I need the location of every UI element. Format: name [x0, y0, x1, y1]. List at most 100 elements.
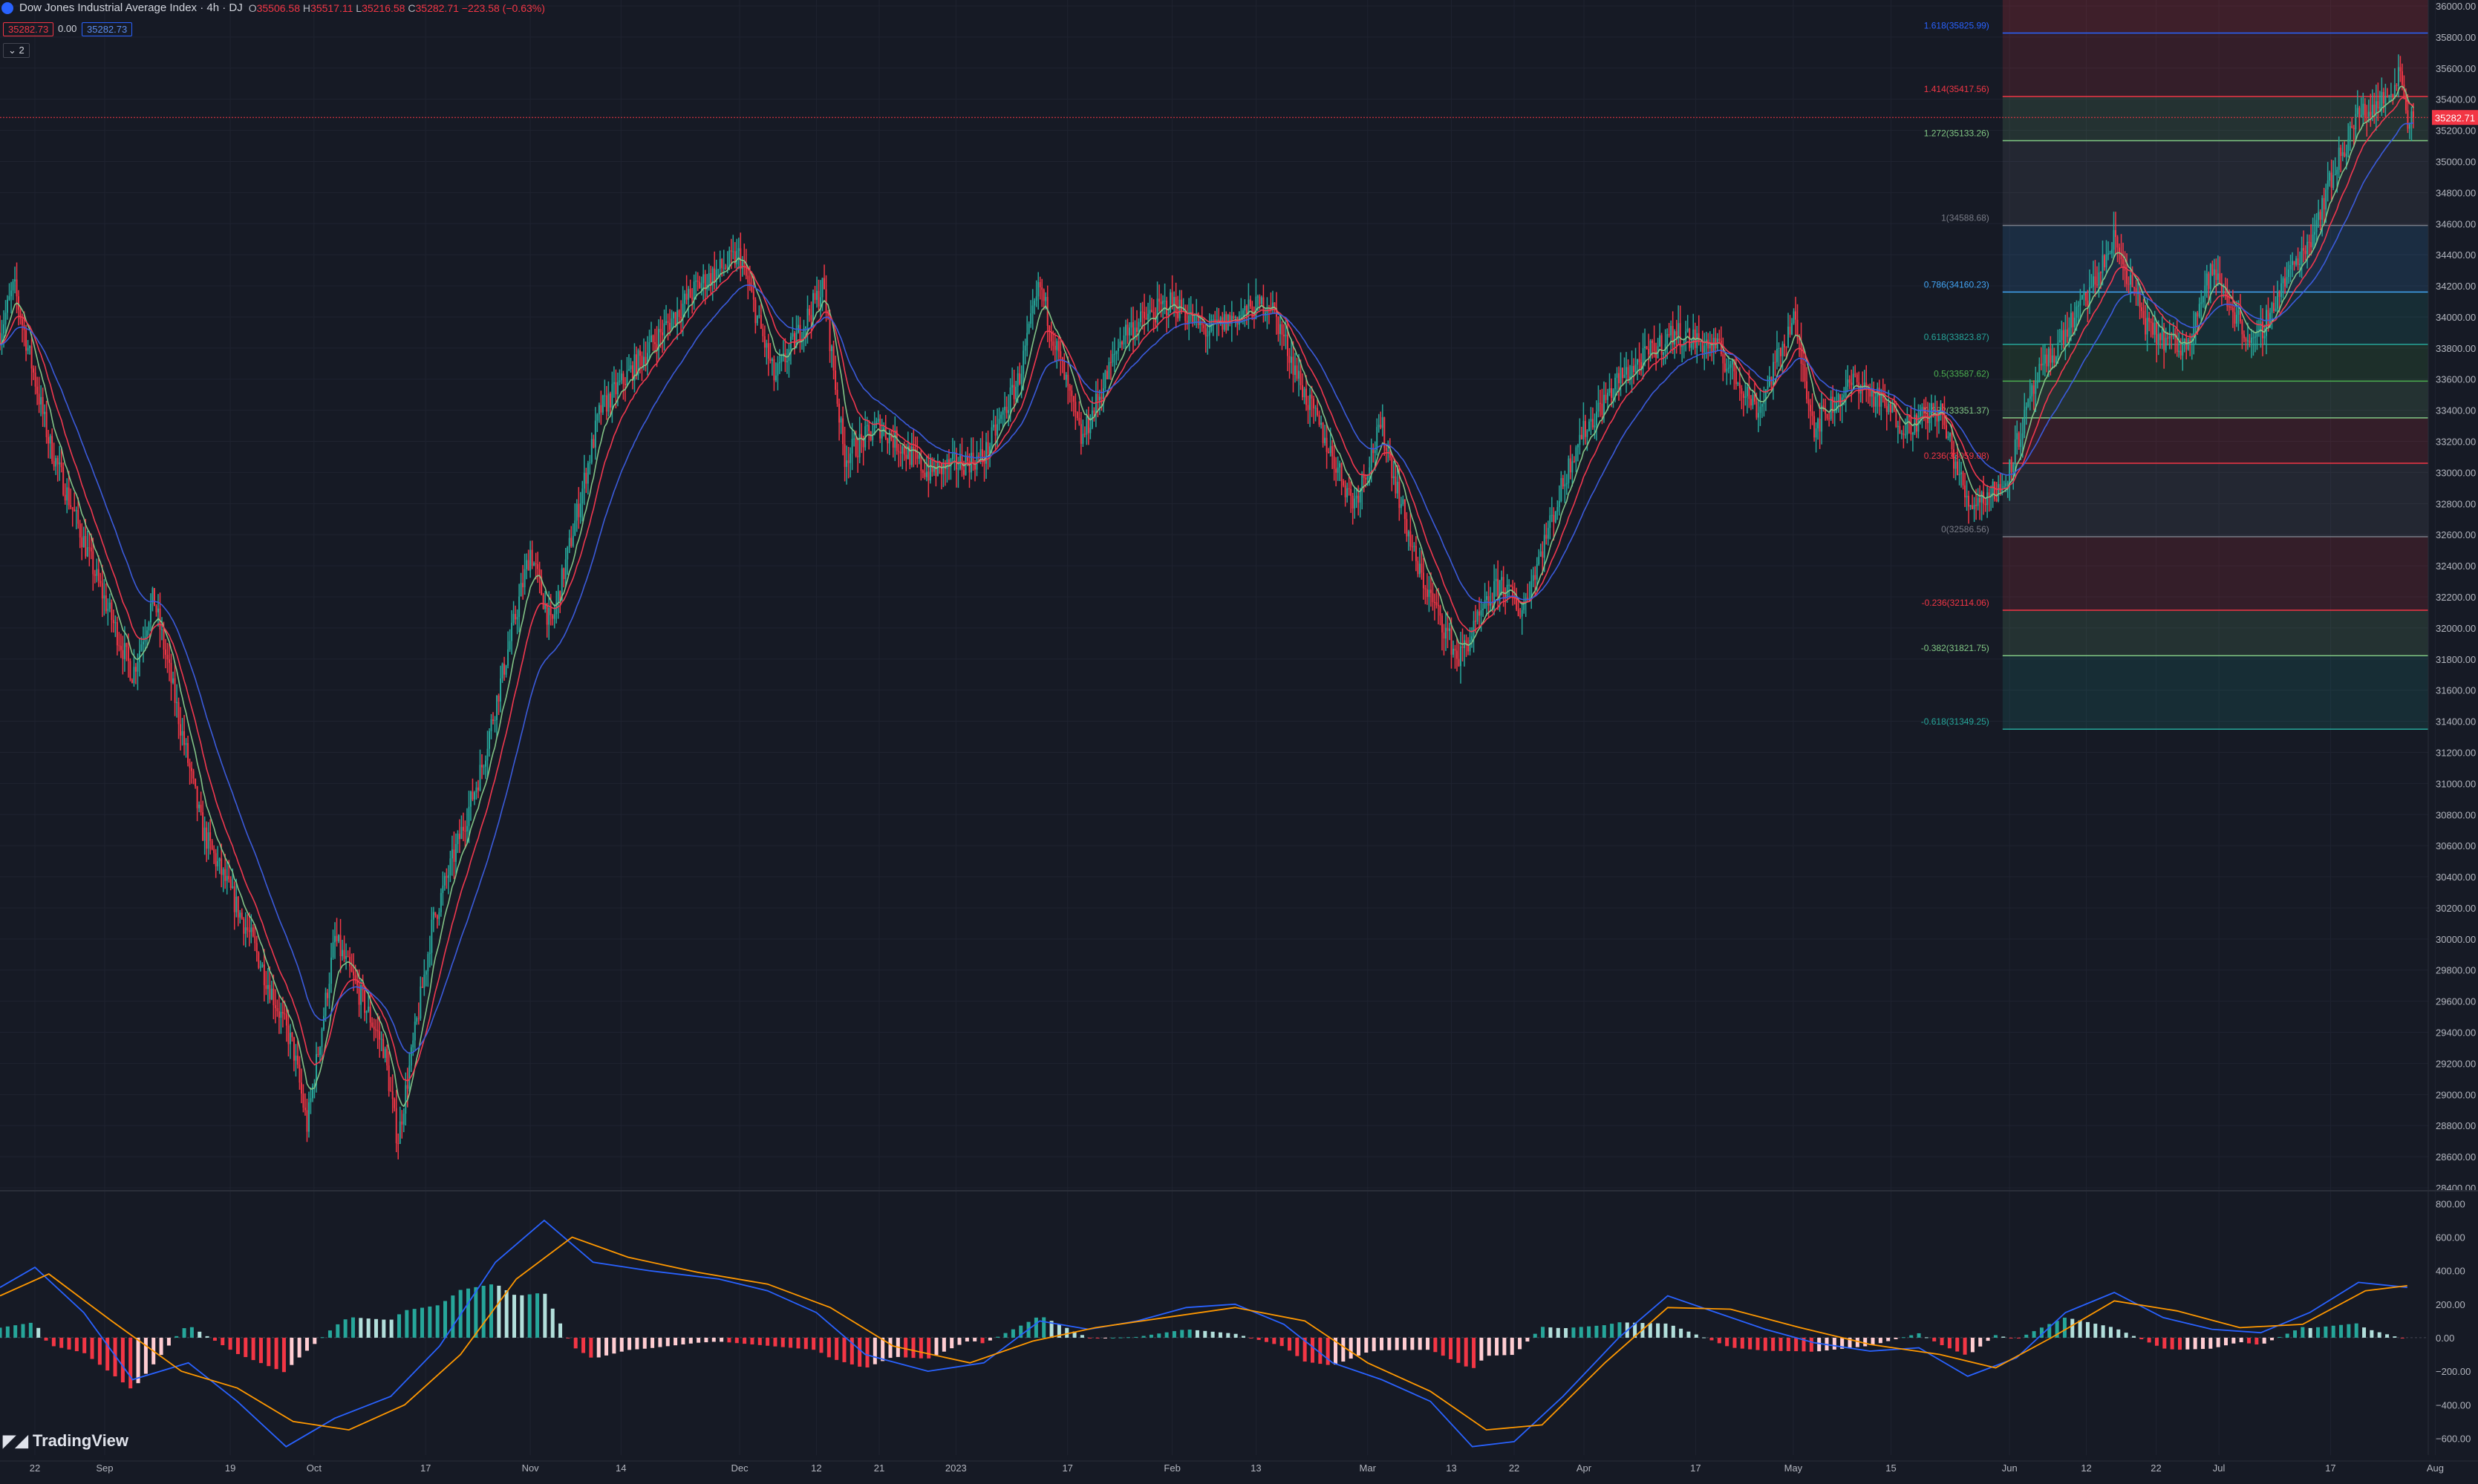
candle-body — [607, 393, 610, 412]
candle-body — [1458, 658, 1460, 667]
candle-body — [1851, 382, 1853, 385]
candle-body — [1640, 362, 1643, 370]
candle-body — [27, 347, 29, 351]
candle-body — [1112, 353, 1114, 363]
candle-body — [313, 1085, 316, 1087]
candle-body — [1634, 365, 1637, 373]
candle-body — [1201, 321, 1203, 325]
candle-body — [1244, 306, 1246, 311]
candle-body — [1229, 315, 1231, 324]
candle-body — [637, 350, 639, 376]
candle-body — [195, 778, 197, 787]
macd-histogram-bar — [2108, 1327, 2113, 1338]
candle-body — [118, 645, 120, 647]
candle-body — [1170, 292, 1172, 313]
candle-body — [1199, 321, 1201, 325]
candle-body — [224, 869, 226, 881]
candle-body — [2009, 459, 2011, 483]
candle-body — [421, 986, 423, 988]
candle-body — [2116, 237, 2119, 248]
candle-body — [2341, 152, 2344, 157]
candle-body — [66, 487, 68, 501]
macd-histogram-bar — [2001, 1336, 2006, 1338]
candle-body — [1019, 373, 1021, 385]
candle-body — [2288, 269, 2290, 277]
candle-body — [2356, 108, 2358, 114]
candle-body — [176, 702, 178, 703]
candle-body — [2194, 313, 2197, 327]
macd-histogram-bar — [1602, 1325, 1606, 1338]
indicators-toggle[interactable]: ⌄ 2 — [3, 43, 30, 58]
fib-zone — [2002, 140, 2428, 226]
macd-histogram-bar — [635, 1337, 639, 1350]
candle-body — [270, 988, 273, 1000]
sell-price-box[interactable]: 35282.73 — [3, 22, 54, 36]
candle-body — [1799, 337, 1801, 341]
candle-body — [1602, 394, 1605, 415]
candle-body — [1030, 313, 1032, 324]
macd-histogram-bar — [2193, 1337, 2197, 1350]
candle-body — [1054, 345, 1056, 350]
candle-body — [1789, 327, 1791, 335]
candle-body — [1102, 388, 1104, 399]
candle-body — [2230, 306, 2232, 308]
candle-body — [1664, 344, 1666, 353]
candle-body — [927, 471, 930, 481]
buy-price-box[interactable]: 35282.73 — [82, 22, 133, 36]
macd-histogram-bar — [1065, 1327, 1069, 1338]
candle-body — [907, 445, 909, 460]
candle-body — [390, 1091, 392, 1092]
candle-body — [1893, 404, 1895, 411]
candle-body — [1152, 312, 1155, 318]
candle-body — [1811, 411, 1813, 416]
candle-body — [1467, 645, 1470, 652]
candle-body — [548, 607, 550, 625]
price-axis-label: 30800.00 — [2436, 809, 2476, 820]
macd-histogram-bar — [389, 1319, 394, 1338]
candle-body — [1646, 346, 1648, 350]
symbol-title[interactable]: Dow Jones Industrial Average Index · 4h … — [19, 1, 243, 14]
candle-body — [1080, 424, 1082, 444]
candle-body — [1063, 362, 1066, 380]
candle-body — [274, 1005, 276, 1008]
candle-body — [1166, 301, 1168, 316]
candle-body — [92, 551, 94, 575]
candle-body — [581, 488, 584, 504]
candle-body — [1856, 374, 1858, 382]
candle-body — [1376, 427, 1378, 451]
fib-zone-top — [2002, 0, 2428, 33]
candle-body — [252, 927, 254, 937]
candle-body — [1523, 602, 1525, 610]
macd-histogram-bar — [128, 1337, 133, 1389]
candle-body — [1874, 396, 1877, 407]
candle-body — [2126, 270, 2128, 284]
macd-histogram-bar — [1072, 1331, 1077, 1338]
macd-histogram-bar — [244, 1337, 248, 1358]
candle-body — [2267, 310, 2269, 327]
candle-body — [570, 537, 573, 546]
candle-body — [561, 568, 563, 601]
candle-body — [1098, 396, 1101, 401]
candle-body — [1712, 338, 1715, 352]
macd-histogram-bar — [789, 1337, 793, 1348]
candle-body — [134, 667, 137, 672]
candle-body — [909, 445, 911, 465]
candle-body — [537, 564, 539, 569]
macd-histogram-bar — [67, 1337, 71, 1350]
macd-histogram-bar — [420, 1307, 424, 1338]
candle-body — [1755, 401, 1758, 418]
candle-body — [237, 896, 239, 918]
macd-histogram-bar — [1894, 1337, 1898, 1339]
fib-level-label: 0.786(34160.23) — [1924, 279, 1989, 290]
candle-body — [526, 560, 528, 569]
candle-body — [741, 261, 743, 269]
candle-body — [56, 458, 59, 465]
candle-body — [1618, 373, 1620, 384]
macd-histogram-bar — [1525, 1337, 1530, 1342]
macd-histogram-bar — [766, 1337, 770, 1346]
candle-body — [420, 986, 422, 1019]
candle-body — [112, 620, 114, 624]
candle-body — [189, 762, 191, 768]
candle-body — [489, 730, 491, 749]
